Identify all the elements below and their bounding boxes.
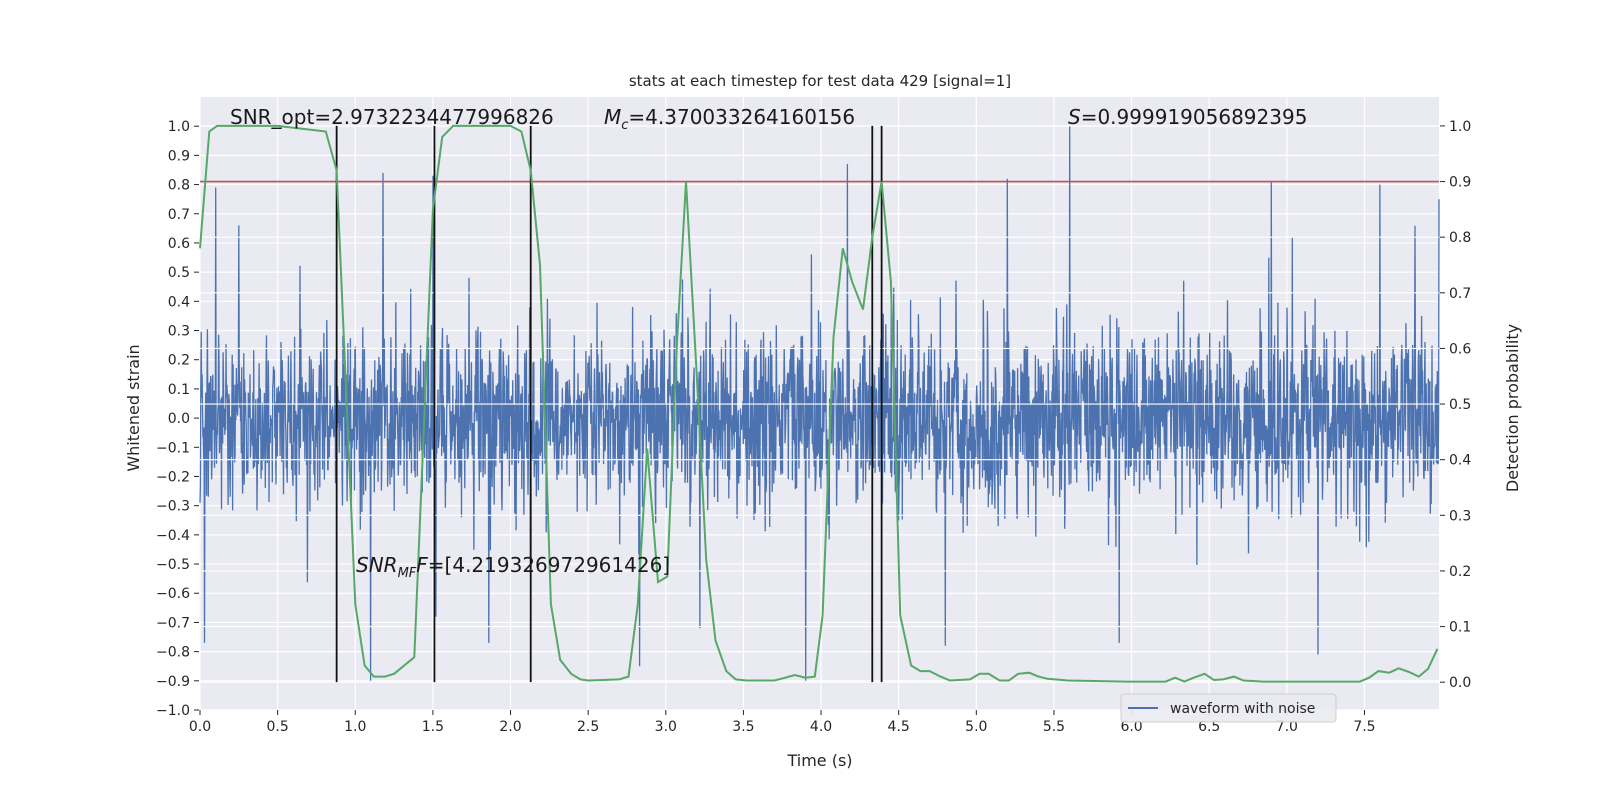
y-tick-label: −0.2: [156, 469, 190, 485]
legend-label-strain: waveform with noise: [1170, 701, 1315, 717]
y-tick-label: −0.1: [156, 440, 190, 456]
chart-title: stats at each timestep for test data 429…: [629, 72, 1011, 90]
y-tick-label: −0.9: [156, 674, 190, 690]
probability-line: [199, 124, 1439, 683]
x-tick-label: 5.0: [965, 719, 987, 735]
y-tick-label: 1.0: [168, 119, 190, 135]
y-tick-label: 0.7: [168, 207, 190, 223]
strain-series: [199, 126, 1440, 681]
y-tick-label: 0.0: [168, 411, 190, 427]
mc-value: =4.370033264160156: [628, 105, 855, 129]
snr-mf-annotation: SNRMFF=[4.219326972961426]: [356, 553, 670, 581]
x-tick-label: 4.0: [810, 719, 832, 735]
chirp-mass-annotation: Mc=4.370033264160156: [604, 105, 855, 133]
snr-mf-f: F: [416, 553, 428, 577]
y-tick-label: 0.4: [168, 294, 190, 310]
right-y-tick-label: 0.8: [1449, 230, 1471, 246]
event-lines: [335, 125, 883, 683]
x-axis-ticks: 0.0 0.5 1.0 1.5 2.0 2.5 3.0 3.5 4.0 4.5 5.0 5.5 6.0 6…: [189, 710, 1376, 735]
legend-box: [1120, 693, 1337, 723]
score-annotation: S=0.999919056892395: [1068, 105, 1307, 129]
y-tick-label: −0.6: [156, 586, 190, 602]
x-tick-label: 2.0: [499, 719, 521, 735]
right-y-axis-ticks: 0.0 0.1 0.2 0.3 0.4 0.5 0.6 0.7 0.8 0.9 1.0: [1440, 119, 1471, 691]
right-y-tick-label: 0.0: [1449, 675, 1471, 691]
x-tick-label: 2.5: [577, 719, 599, 735]
s-value: =0.999919056892395: [1081, 105, 1308, 129]
snr-mf-symbol: SNR: [356, 553, 398, 577]
y-tick-label: 0.8: [168, 178, 190, 194]
y-tick-label: −0.5: [156, 557, 190, 573]
right-y-tick-label: 0.7: [1449, 286, 1471, 302]
right-y-axis-label: Detection probability: [1503, 324, 1522, 492]
x-tick-label: 0.5: [266, 719, 288, 735]
right-y-tick-label: 0.9: [1449, 175, 1471, 191]
y-tick-label: 0.1: [168, 382, 190, 398]
right-y-tick-label: 0.5: [1449, 397, 1471, 413]
right-y-tick-label: 0.6: [1449, 341, 1471, 357]
right-y-tick-label: 1.0: [1449, 119, 1471, 135]
x-tick-label: 1.0: [344, 719, 366, 735]
x-tick-label: 3.0: [655, 719, 677, 735]
y-tick-label: −0.4: [156, 528, 190, 544]
x-tick-label: 1.5: [422, 719, 444, 735]
probability-series: [199, 124, 1439, 683]
x-tick-label: 6.0: [1120, 719, 1142, 735]
s-symbol: S: [1068, 105, 1081, 129]
strain-line: [199, 126, 1440, 681]
x-tick-label: 6.5: [1198, 719, 1220, 735]
x-tick-label: 5.5: [1043, 719, 1065, 735]
snr-opt-annotation: SNR_opt=2.9732234477996826: [230, 105, 554, 129]
x-tick-label: 7.0: [1276, 719, 1298, 735]
y-tick-label: 0.2: [168, 353, 190, 369]
y-tick-label: −1.0: [156, 703, 190, 719]
x-tick-label: 0.0: [189, 719, 211, 735]
y-tick-label: −0.3: [156, 499, 190, 515]
y-tick-label: −0.8: [156, 645, 190, 661]
x-tick-label: 7.5: [1353, 719, 1375, 735]
legend: waveform with noise: [1120, 693, 1337, 723]
y-tick-label: 0.3: [168, 324, 190, 340]
y-tick-label: −0.7: [156, 615, 190, 631]
y-tick-label: 0.9: [168, 148, 190, 164]
right-y-tick-label: 0.4: [1449, 453, 1471, 469]
snr-mf-subscript: MF: [398, 566, 417, 581]
right-y-tick-label: 0.1: [1449, 620, 1471, 636]
x-axis-label: Time (s): [786, 751, 852, 770]
snr-mf-value: =[4.219326972961426]: [428, 553, 670, 577]
x-tick-label: 3.5: [732, 719, 754, 735]
y-axis-label: Whitened strain: [124, 344, 143, 471]
y-tick-label: 0.5: [168, 265, 190, 281]
x-tick-label: 4.5: [888, 719, 910, 735]
y-tick-label: 0.6: [168, 236, 190, 252]
right-y-tick-label: 0.2: [1449, 564, 1471, 580]
mc-subscript: c: [621, 118, 628, 133]
right-y-tick-label: 0.3: [1449, 508, 1471, 524]
mc-symbol: M: [604, 105, 621, 129]
y-axis-ticks: −1.0 −0.9 −0.8 −0.7 −0.6 −0.5 −0.4 −0.3 −0.2 −0.1…: [156, 119, 199, 719]
